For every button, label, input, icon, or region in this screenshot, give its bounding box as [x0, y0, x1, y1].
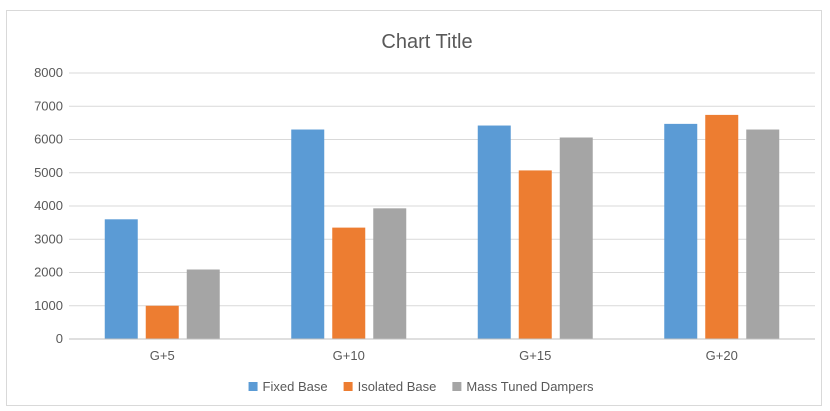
y-tick-label: 8000	[34, 65, 63, 80]
chart-frame: Chart Title 0 1000 2000 3000 4000 5000 6000 700…	[6, 10, 822, 406]
bar-mass-tuned-dampers-gplus10	[373, 208, 407, 339]
chart-title: Chart Title	[381, 31, 472, 53]
y-tick-label: 2000	[34, 265, 63, 280]
x-axis-tick-labels: G+5 G+10 G+15 G+20	[150, 348, 738, 363]
x-tick-label: G+10	[333, 348, 365, 363]
y-tick-label: 0	[56, 331, 63, 346]
x-tick-label: G+20	[706, 348, 738, 363]
x-tick-label: G+5	[150, 348, 175, 363]
chart-svg: Chart Title 0 1000 2000 3000 4000 5000 6000 700…	[34, 31, 815, 394]
bar-isolated-base-gplus15	[518, 170, 552, 339]
bar-fixed-base-gplus15	[477, 125, 511, 339]
bar-mass-tuned-dampers-gplus20	[746, 129, 780, 339]
bar-mass-tuned-dampers-gplus5	[186, 269, 220, 339]
bar-fixed-base-gplus10	[291, 129, 325, 339]
y-tick-label: 5000	[34, 165, 63, 180]
bar-isolated-base-gplus10	[332, 227, 366, 339]
bar-fixed-base-gplus20	[664, 123, 698, 339]
y-axis-tick-labels: 0 1000 2000 3000 4000 5000 6000 7000 8000	[34, 65, 63, 346]
legend-label: Isolated Base	[358, 379, 437, 394]
y-tick-label: 6000	[34, 132, 63, 147]
legend-swatch	[343, 382, 353, 391]
y-tick-label: 3000	[34, 231, 63, 246]
legend-swatch	[248, 382, 258, 391]
legend-label: Fixed Base	[263, 379, 328, 394]
y-tick-label: 1000	[34, 298, 63, 313]
legend: Fixed Base Isolated Base Mass Tuned Damper…	[248, 379, 594, 394]
bar-isolated-base-gplus20	[705, 114, 739, 340]
bar-fixed-base-gplus5	[104, 219, 138, 339]
bar-isolated-base-gplus5	[145, 305, 179, 339]
bars	[104, 114, 780, 340]
gridlines	[69, 72, 815, 307]
x-tick-label: G+15	[519, 348, 551, 363]
bar-mass-tuned-dampers-gplus15	[559, 137, 593, 339]
y-tick-label: 4000	[34, 198, 63, 213]
y-tick-label: 7000	[34, 98, 63, 113]
legend-swatch	[452, 382, 462, 391]
legend-label: Mass Tuned Dampers	[466, 379, 594, 394]
